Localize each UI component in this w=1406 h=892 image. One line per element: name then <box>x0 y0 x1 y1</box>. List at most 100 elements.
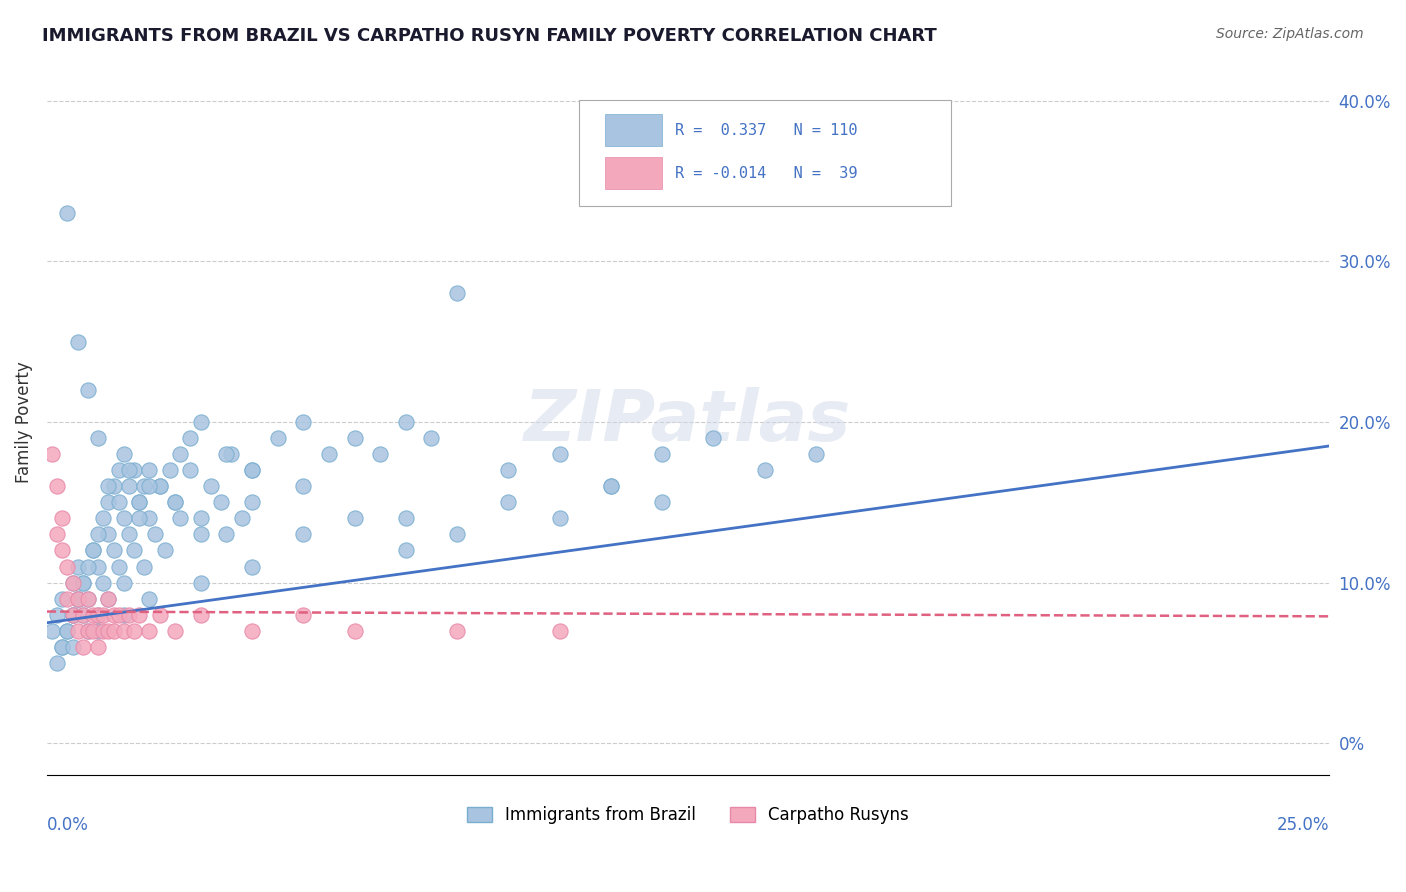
Point <box>112 447 135 461</box>
Point <box>138 511 160 525</box>
Point <box>266 431 288 445</box>
Point <box>62 640 84 654</box>
Point <box>46 656 69 670</box>
Point <box>190 511 212 525</box>
Point <box>190 527 212 541</box>
Point <box>292 607 315 622</box>
Point <box>72 575 94 590</box>
Point <box>292 527 315 541</box>
Point <box>103 624 125 638</box>
Point <box>118 463 141 477</box>
Point <box>62 607 84 622</box>
Point <box>138 463 160 477</box>
Text: 0.0%: 0.0% <box>46 815 89 833</box>
Point <box>62 607 84 622</box>
Point <box>103 479 125 493</box>
Point <box>72 640 94 654</box>
Point <box>72 607 94 622</box>
Y-axis label: Family Poverty: Family Poverty <box>15 361 32 483</box>
Point <box>77 383 100 397</box>
Point <box>97 479 120 493</box>
Point <box>600 479 623 493</box>
Point <box>66 334 89 349</box>
Point <box>66 591 89 606</box>
Point <box>91 575 114 590</box>
Point <box>46 607 69 622</box>
Point <box>51 543 73 558</box>
Point <box>97 624 120 638</box>
Point <box>97 591 120 606</box>
Point <box>179 431 201 445</box>
Point <box>343 624 366 638</box>
Point <box>62 575 84 590</box>
Point <box>215 447 238 461</box>
Text: ZIPatlas: ZIPatlas <box>524 387 852 457</box>
Point <box>91 624 114 638</box>
Point <box>107 463 129 477</box>
Point <box>107 559 129 574</box>
Point <box>190 607 212 622</box>
Point <box>292 415 315 429</box>
Point <box>56 624 79 638</box>
Point <box>169 447 191 461</box>
Point <box>128 495 150 509</box>
Point <box>62 575 84 590</box>
Point <box>56 559 79 574</box>
Point <box>82 607 104 622</box>
Point <box>343 511 366 525</box>
Point <box>51 511 73 525</box>
Point <box>82 543 104 558</box>
Point <box>66 624 89 638</box>
Point <box>395 415 418 429</box>
Point <box>651 447 673 461</box>
Point <box>97 591 120 606</box>
Point <box>118 479 141 493</box>
Point <box>804 447 827 461</box>
Text: Source: ZipAtlas.com: Source: ZipAtlas.com <box>1216 27 1364 41</box>
Legend: Immigrants from Brazil, Carpatho Rusyns: Immigrants from Brazil, Carpatho Rusyns <box>460 799 915 830</box>
Point <box>66 591 89 606</box>
Point <box>87 607 110 622</box>
Point <box>107 495 129 509</box>
Point <box>46 479 69 493</box>
Point <box>548 447 571 461</box>
Point <box>221 447 243 461</box>
Point <box>498 463 520 477</box>
Point <box>66 559 89 574</box>
Point <box>72 575 94 590</box>
Point <box>112 511 135 525</box>
Point <box>103 543 125 558</box>
Point <box>112 575 135 590</box>
Point <box>41 624 63 638</box>
Point <box>165 495 187 509</box>
Point <box>240 495 263 509</box>
Point <box>91 607 114 622</box>
Point <box>292 479 315 493</box>
Point <box>56 591 79 606</box>
Point <box>343 431 366 445</box>
Point <box>548 624 571 638</box>
Point <box>169 511 191 525</box>
Point <box>420 431 443 445</box>
Point <box>87 559 110 574</box>
Point <box>231 511 253 525</box>
Point <box>87 431 110 445</box>
Point <box>498 495 520 509</box>
Point <box>149 479 172 493</box>
Point <box>149 607 172 622</box>
Point <box>128 607 150 622</box>
Point <box>149 479 172 493</box>
Point <box>200 479 222 493</box>
Point <box>138 591 160 606</box>
Point <box>134 479 156 493</box>
Point <box>134 559 156 574</box>
Point <box>446 286 468 301</box>
Point <box>87 527 110 541</box>
Point <box>600 479 623 493</box>
Point <box>548 511 571 525</box>
FancyBboxPatch shape <box>605 157 662 189</box>
FancyBboxPatch shape <box>605 114 662 146</box>
Point <box>77 591 100 606</box>
Point <box>87 640 110 654</box>
Point <box>153 543 176 558</box>
